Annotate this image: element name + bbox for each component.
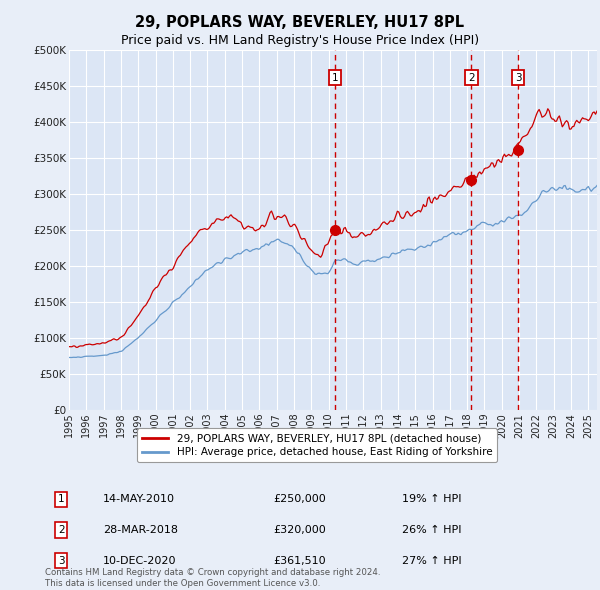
Text: 3: 3 <box>515 73 521 83</box>
Text: £320,000: £320,000 <box>274 525 326 535</box>
Text: 26% ↑ HPI: 26% ↑ HPI <box>402 525 461 535</box>
Text: £361,510: £361,510 <box>274 556 326 566</box>
Text: £250,000: £250,000 <box>274 494 326 504</box>
Text: 14-MAY-2010: 14-MAY-2010 <box>103 494 175 504</box>
Text: 1: 1 <box>58 494 65 504</box>
Text: 29, POPLARS WAY, BEVERLEY, HU17 8PL: 29, POPLARS WAY, BEVERLEY, HU17 8PL <box>136 15 464 30</box>
Text: 19% ↑ HPI: 19% ↑ HPI <box>402 494 461 504</box>
Legend: 29, POPLARS WAY, BEVERLEY, HU17 8PL (detached house), HPI: Average price, detach: 29, POPLARS WAY, BEVERLEY, HU17 8PL (det… <box>137 428 497 463</box>
Text: Contains HM Land Registry data © Crown copyright and database right 2024.
This d: Contains HM Land Registry data © Crown c… <box>44 568 380 588</box>
Text: 2: 2 <box>58 525 65 535</box>
Text: 3: 3 <box>58 556 65 566</box>
Text: 28-MAR-2018: 28-MAR-2018 <box>103 525 178 535</box>
Text: Price paid vs. HM Land Registry's House Price Index (HPI): Price paid vs. HM Land Registry's House … <box>121 34 479 47</box>
Text: 27% ↑ HPI: 27% ↑ HPI <box>402 556 461 566</box>
Text: 10-DEC-2020: 10-DEC-2020 <box>103 556 176 566</box>
Text: 2: 2 <box>468 73 475 83</box>
Text: 1: 1 <box>332 73 338 83</box>
